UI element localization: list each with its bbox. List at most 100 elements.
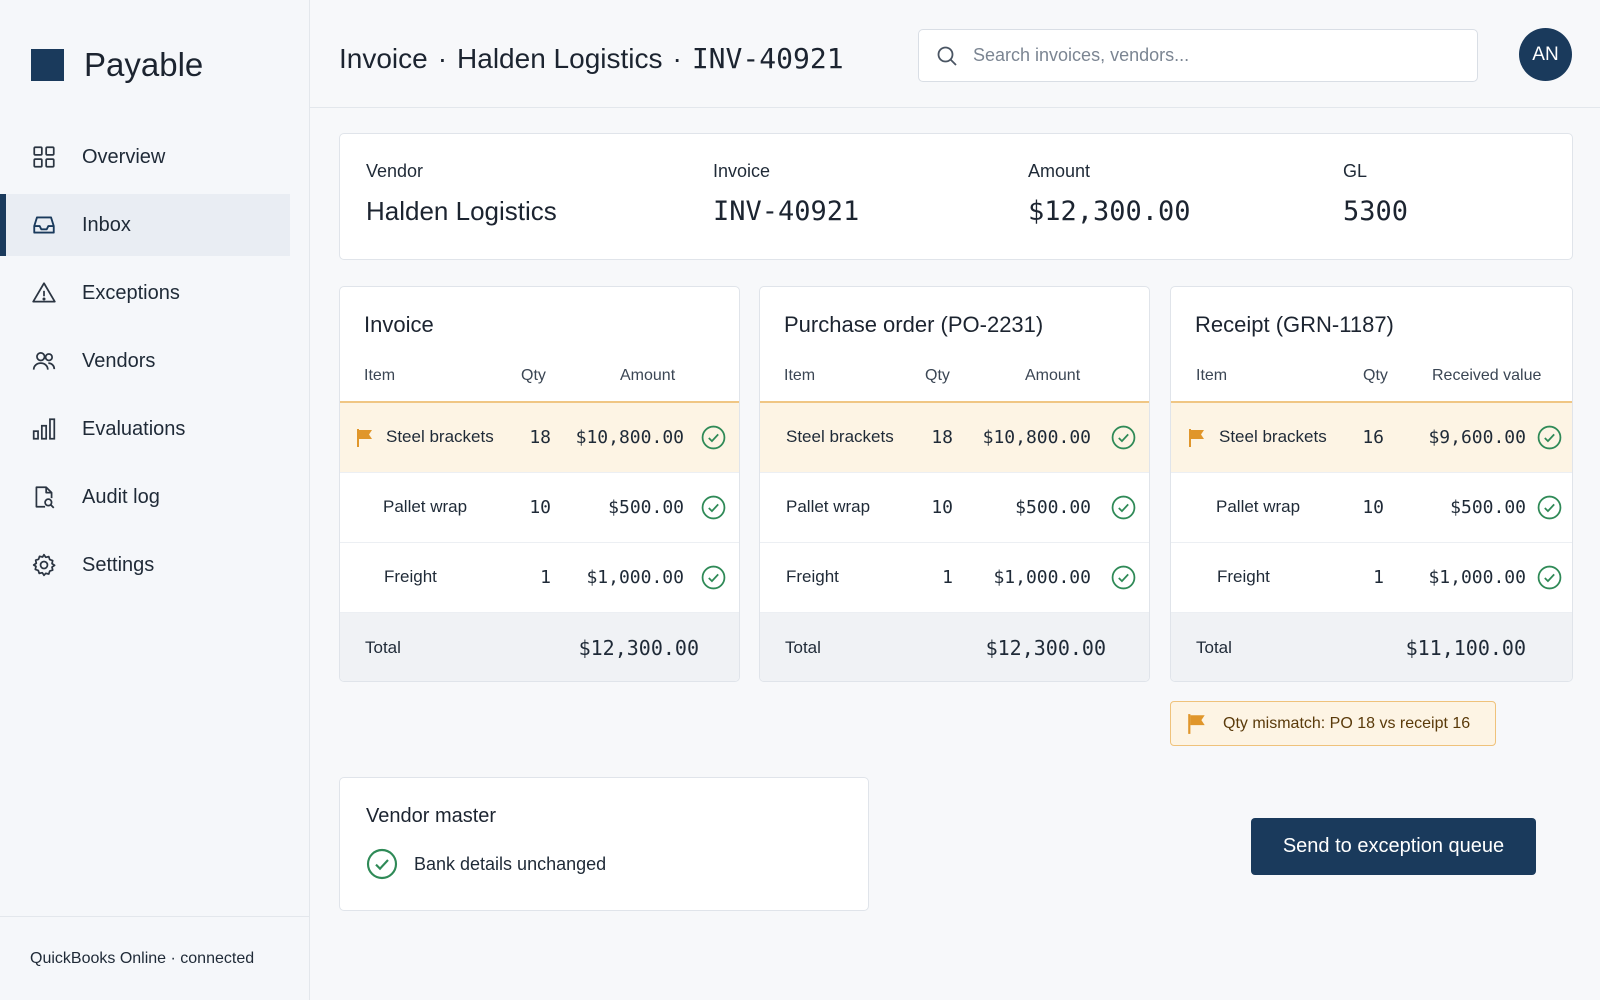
table-row[interactable]: Freight 1 $1,000.00	[760, 543, 1149, 613]
avatar[interactable]: AN	[1519, 28, 1572, 81]
purchase-order-card: Purchase order (PO-2231) Item Qty Amount…	[759, 286, 1150, 682]
sidebar-item-label: Evaluations	[82, 417, 186, 440]
brand-logo	[31, 49, 64, 81]
table-row[interactable]: Steel brackets 18 $10,800.00	[760, 403, 1149, 473]
check-circle-icon	[701, 495, 726, 520]
sidebar-item-exceptions[interactable]: Exceptions	[0, 262, 290, 324]
item-qty: 1	[540, 567, 551, 588]
item-amount: $1,000.00	[993, 567, 1091, 588]
summary-vendor-label: Vendor	[366, 161, 424, 181]
warning-icon	[30, 279, 58, 307]
receipt-card: Receipt (GRN-1187) Item Qty Received val…	[1170, 286, 1573, 682]
flag-icon	[1189, 429, 1204, 447]
summary-vendor: Vendor Halden Logistics	[366, 161, 557, 227]
total-label: Total	[365, 638, 401, 657]
mismatch-text: Qty mismatch: PO 18 vs receipt 16	[1223, 714, 1471, 732]
total-label: Total	[1196, 638, 1232, 657]
card-title: Vendor master	[366, 805, 497, 827]
sidebar-item-settings[interactable]: Settings	[0, 534, 290, 596]
table-row[interactable]: Pallet wrap 10 $500.00	[1171, 473, 1572, 543]
summary-invoice-value: INV-40921	[713, 196, 860, 227]
sidebar-item-vendors[interactable]: Vendors	[0, 330, 290, 392]
table-row[interactable]: Freight 1 $1,000.00	[1171, 543, 1572, 613]
flag-icon	[357, 429, 372, 447]
sidebar-item-label: Vendors	[82, 349, 156, 372]
header-divider	[760, 401, 1149, 403]
item-name: Pallet wrap	[383, 497, 468, 516]
item-qty: 1	[1373, 567, 1384, 588]
item-name: Freight	[384, 567, 437, 586]
sidebar-item-evaluations[interactable]: Evaluations	[0, 398, 290, 460]
file-search-icon	[30, 483, 58, 511]
search-input[interactable]	[973, 45, 1453, 66]
summary-gl-label: GL	[1343, 161, 1368, 181]
page-title: Invoice · Halden Logistics · INV-40921	[339, 42, 844, 75]
page-title-vendor: Halden Logistics	[457, 43, 663, 74]
total-value: $12,300.00	[985, 636, 1106, 660]
vendor-master-card: Vendor master Bank details unchanged	[339, 777, 869, 911]
search-box[interactable]	[918, 29, 1478, 82]
table-row[interactable]: Steel brackets 18 $10,800.00	[340, 403, 739, 473]
sidebar-item-label: Audit log	[82, 485, 160, 508]
total-row: Total $12,300.00	[340, 613, 739, 681]
column-header-item: Item	[364, 367, 396, 384]
sidebar-item-audit-log[interactable]: Audit log	[0, 466, 290, 528]
table-row[interactable]: Steel brackets 16 $9,600.00	[1171, 403, 1572, 473]
gear-icon	[30, 551, 58, 579]
invoice-card: Invoice Item Qty Amount Steel brackets 1…	[339, 286, 740, 682]
item-name: Steel brackets	[1219, 427, 1327, 446]
item-amount: $1,000.00	[586, 567, 684, 588]
item-qty: 16	[1362, 427, 1384, 448]
item-name: Pallet wrap	[786, 497, 871, 516]
integration-status: QuickBooks Online · connected	[0, 916, 310, 1000]
check-circle-icon	[1537, 565, 1562, 590]
item-amount: $500.00	[608, 497, 684, 518]
column-header-qty: Qty	[521, 367, 546, 384]
table-row[interactable]: Pallet wrap 10 $500.00	[760, 473, 1149, 543]
summary-amount: Amount $12,300.00	[1028, 161, 1191, 227]
page-title-invoice-id: INV-40921	[691, 42, 844, 75]
total-row: Total $12,300.00	[760, 613, 1149, 681]
item-qty: 10	[529, 497, 551, 518]
summary-invoice-label: Invoice	[713, 161, 771, 181]
item-amount: $1,000.00	[1428, 567, 1526, 588]
title-separator: ·	[672, 43, 682, 74]
sidebar-nav: Overview Inbox Exceptions Vendors Evalua…	[0, 126, 290, 602]
item-amount: $10,800.00	[575, 427, 684, 448]
brand[interactable]: Payable	[31, 46, 203, 84]
card-title: Invoice	[364, 312, 434, 337]
column-header-amount: Amount	[1025, 367, 1081, 384]
item-amount: $500.00	[1450, 497, 1526, 518]
column-header-amount: Amount	[620, 367, 676, 384]
sidebar-item-overview[interactable]: Overview	[0, 126, 290, 188]
item-qty: 10	[931, 497, 953, 518]
summary-amount-value: $12,300.00	[1028, 196, 1191, 227]
send-to-exception-queue-button[interactable]: Send to exception queue	[1251, 818, 1536, 875]
table-row[interactable]: Freight 1 $1,000.00	[340, 543, 739, 613]
check-circle-icon	[1111, 425, 1136, 450]
total-label: Total	[785, 638, 821, 657]
column-header-qty: Qty	[1363, 367, 1388, 384]
check-circle-icon	[366, 848, 398, 880]
page-title-prefix: Invoice	[339, 43, 428, 74]
sidebar-item-inbox[interactable]: Inbox	[0, 194, 290, 256]
total-value: $12,300.00	[578, 636, 699, 660]
summary-gl-value: 5300	[1343, 196, 1409, 227]
flag-icon	[1188, 713, 1205, 734]
bar-chart-icon	[30, 415, 58, 443]
summary-gl: GL 5300	[1343, 161, 1408, 227]
check-circle-icon	[1111, 495, 1136, 520]
status-text: Bank details unchanged	[414, 853, 607, 874]
item-qty: 18	[529, 427, 551, 448]
sidebar-item-label: Inbox	[82, 213, 131, 236]
summary-amount-label: Amount	[1028, 161, 1091, 181]
search-icon	[937, 46, 957, 66]
item-amount: $500.00	[1015, 497, 1091, 518]
qty-mismatch-badge: Qty mismatch: PO 18 vs receipt 16	[1170, 701, 1496, 746]
grid-icon	[30, 143, 58, 171]
sidebar-item-label: Settings	[82, 553, 155, 576]
item-name: Steel brackets	[386, 427, 494, 446]
table-row[interactable]: Pallet wrap 10 $500.00	[340, 473, 739, 543]
header-divider	[340, 401, 739, 403]
card-title: Receipt (GRN-1187)	[1195, 312, 1394, 337]
